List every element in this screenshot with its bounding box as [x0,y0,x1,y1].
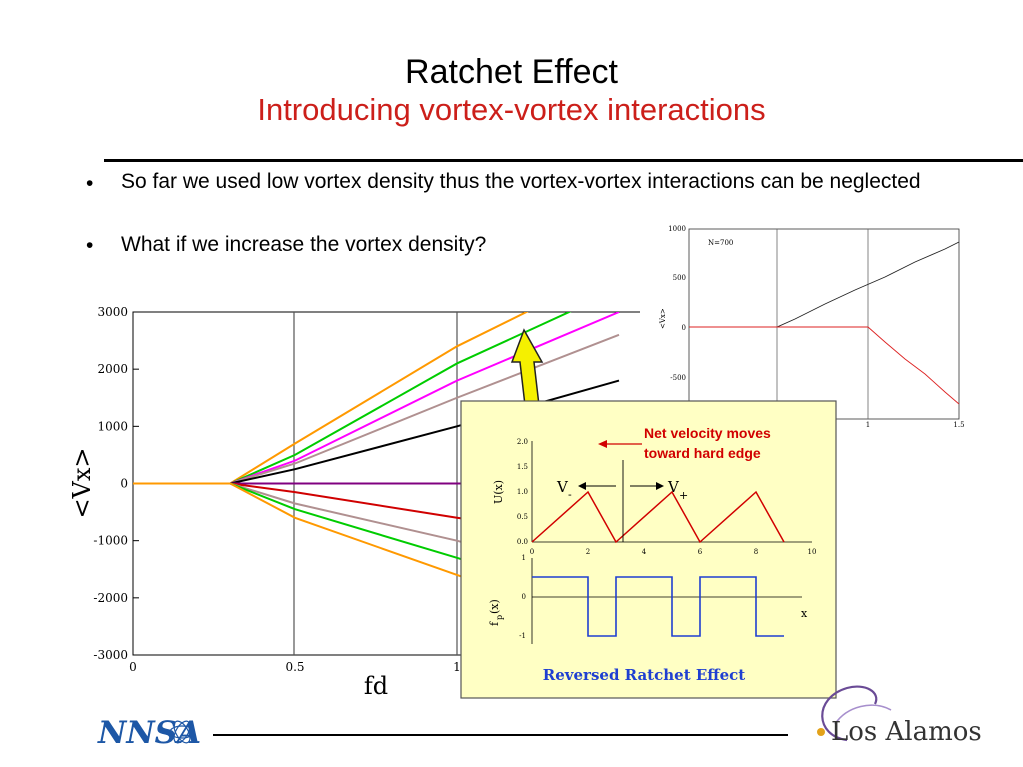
main-ytick: 1000 [97,419,128,433]
bullet-text-2: What if we increase the vortex density? [121,233,487,256]
inset-plot: N=700 <Vx> 1000 500 0 -500 1 1.5 [659,225,965,429]
main-xtick: 0.5 [285,660,304,674]
nnsa-logo-text: NNSA [97,715,200,751]
nnsa-logo-icon: NNSA [97,715,200,751]
v-plus-label: V [667,478,680,496]
u-ytick: 2.0 [517,438,528,446]
f-axis-label: f [488,621,501,626]
inset-black-line [689,241,960,328]
inset-ytick: 1000 [668,225,686,233]
inset-ytick: 500 [673,274,686,282]
main-xlabel: fd [364,672,388,700]
main-xtick: 0 [129,660,137,674]
inset-ytick: -500 [670,374,686,382]
v-minus-sub: - [568,488,572,501]
slide-subtitle: Introducing vortex-vortex interactions [257,92,766,127]
u-ytick: 1.5 [517,463,528,471]
inset-xtick: 1.5 [953,421,964,429]
main-ytick: 0 [120,477,128,491]
los-alamos-dot [817,728,825,736]
pinning-force-curve [532,576,784,637]
bullet-text-1: So far we used low vortex density thus t… [121,170,921,193]
u-xtick: 0 [530,548,534,556]
main-y-ticks: 3000 2000 1000 0 -1000 -2000 -3000 [93,305,139,662]
f-ytick: 1 [522,554,526,562]
v-plus-arrow-icon [656,482,664,490]
u-xtick: 10 [808,548,817,556]
footer-rule [213,734,788,736]
sawtooth-potential [531,490,785,544]
annotation-arrow-icon [598,440,607,448]
f-axis-suffix: (x) [488,599,501,614]
main-x-ticks: 0 0.5 1 [129,660,461,674]
main-ytick: 3000 [97,305,128,319]
callout-annotation-2: toward hard edge [644,445,761,461]
bullet-dot: • [86,172,94,195]
main-ytick: -1000 [93,534,128,548]
inset-red-line [689,326,960,405]
v-minus-arrow-icon [578,482,586,490]
v-minus-label: V [556,478,569,496]
u-xtick: 4 [642,548,647,556]
u-axis-label: U(x) [492,480,505,504]
u-xtick: 6 [698,548,703,556]
main-ytick: 2000 [97,362,128,376]
title-divider [104,159,1023,162]
main-xtick: 1 [453,660,461,674]
callout-caption: Reversed Ratchet Effect [543,666,745,684]
los-alamos-logo-text: Los Alamos [831,717,982,747]
callout-annotation-1: Net velocity moves [644,425,771,441]
inset-n-label: N=700 [708,239,733,247]
f-ytick: -1 [519,632,526,640]
main-ytick: -2000 [93,591,128,605]
los-alamos-logo-icon: Los Alamos [817,685,982,747]
callout-box: Net velocity moves toward hard edge 2.0 … [460,400,837,699]
u-ytick: 1.0 [517,488,528,496]
inset-ylabel: <Vx> [659,308,667,329]
u-xtick: 8 [754,548,758,556]
main-ylabel: <Vx> [68,447,96,518]
inset-xtick: 1 [866,421,870,429]
f-axis-sub: p [495,615,504,620]
slide-title: Ratchet Effect [405,53,618,91]
main-ytick: -3000 [93,648,128,662]
f-x-label: x [801,607,808,620]
inset-ytick: 0 [682,324,686,332]
u-ytick: 0.0 [517,538,528,546]
f-ytick: 0 [522,593,526,601]
u-ytick: 0.5 [517,513,528,521]
inset-frame [688,228,960,420]
u-xtick: 2 [586,548,590,556]
v-plus-sub: + [679,489,688,502]
bullet-dot: • [86,234,94,257]
